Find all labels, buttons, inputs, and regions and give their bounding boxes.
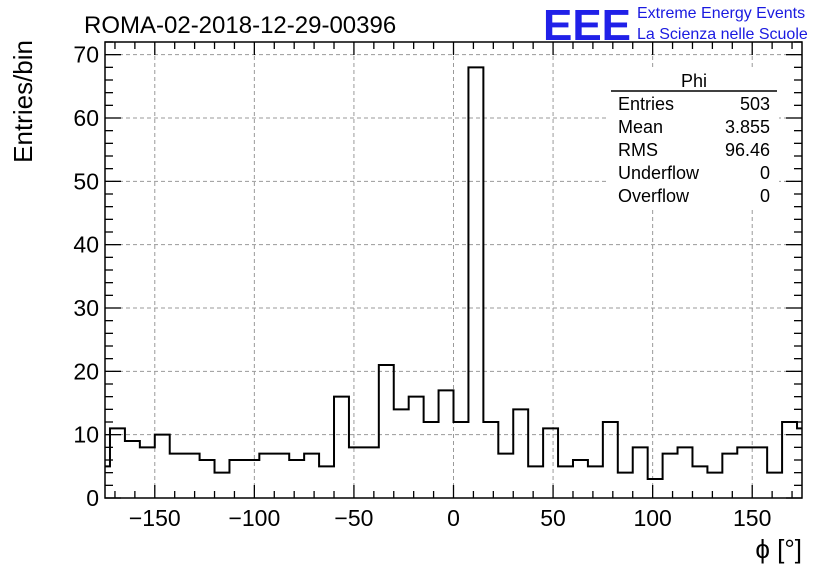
x-tick-label: 50 <box>540 505 566 531</box>
y-tick-label: 30 <box>73 295 99 321</box>
histogram-bin <box>110 428 125 498</box>
stats-rows: Entries 503 Mean 3.855 RMS 96.46 Underflow 0 Ove… <box>618 94 770 206</box>
x-tick-label: 0 <box>447 505 460 531</box>
histogram-bin <box>722 454 737 498</box>
stats-row-label: Entries <box>618 94 674 114</box>
histogram-bin <box>215 473 230 498</box>
y-tick-label: 70 <box>73 42 99 68</box>
histogram-bin <box>737 447 752 498</box>
chart-title: ROMA-02-2018-12-29-00396 <box>84 12 396 39</box>
eee-logo-mark: EEE <box>543 1 631 50</box>
histogram-bin <box>767 473 782 498</box>
stats-box: Phi Entries 503 Mean 3.855 RMS 96.46 Underflow… <box>609 68 779 208</box>
x-tick-label: −100 <box>228 505 280 531</box>
histogram-bin <box>439 390 454 498</box>
histogram-bin <box>155 435 170 498</box>
histogram-bin <box>678 447 693 498</box>
y-tick-label: 50 <box>73 168 99 194</box>
logo-line-1: Extreme Energy Events <box>637 5 805 22</box>
y-tick-label: 60 <box>73 105 99 131</box>
histogram-bin <box>573 460 588 498</box>
histogram-bin <box>170 454 185 498</box>
histogram-bin <box>454 422 469 498</box>
stats-row-value: 0 <box>760 163 770 183</box>
histogram-bin <box>603 422 618 498</box>
histogram-bin <box>648 479 663 498</box>
x-tick-label: −150 <box>129 505 181 531</box>
x-tick-label: 150 <box>733 505 771 531</box>
stats-row-value: 503 <box>740 94 770 114</box>
histogram-bin <box>185 454 200 498</box>
stats-row-value: 96.46 <box>725 140 770 160</box>
y-tick-label: 10 <box>73 422 99 448</box>
histogram-bin <box>483 422 498 498</box>
histogram-bin <box>633 447 648 498</box>
histogram-bin <box>304 454 319 498</box>
histogram-bin <box>259 454 274 498</box>
y-tick-label: 20 <box>73 358 99 384</box>
histogram-bin <box>319 466 334 498</box>
x-tick-label: −50 <box>334 505 373 531</box>
histogram-bin <box>244 460 259 498</box>
histogram-bin <box>498 454 513 498</box>
histogram-bin <box>528 466 543 498</box>
stats-row-label: Overflow <box>618 186 690 206</box>
histogram-bin <box>588 466 603 498</box>
histogram-bars <box>105 66 802 498</box>
stats-row-label: RMS <box>618 140 658 160</box>
histogram-bin <box>229 460 244 498</box>
histogram-bin <box>125 441 140 498</box>
histogram-bin <box>663 454 678 498</box>
stats-title: Phi <box>681 71 707 91</box>
histogram-bin <box>140 447 155 498</box>
histogram-bin <box>618 473 633 498</box>
eee-logo: EEE Extreme Energy Events La Scienza nel… <box>543 1 808 50</box>
x-axis-label: ϕ [°] <box>755 534 802 564</box>
histogram-bin <box>558 466 573 498</box>
axis-ticks <box>105 41 802 499</box>
y-tick-labels: 0 10 20 30 40 50 60 70 <box>73 42 99 511</box>
histogram-outline <box>105 66 802 480</box>
stats-row-value: 0 <box>760 186 770 206</box>
histogram-bin <box>394 409 409 498</box>
histogram-bin <box>274 454 289 498</box>
y-tick-label: 40 <box>73 232 99 258</box>
stats-row-value: 3.855 <box>725 117 770 137</box>
histogram-bin <box>349 447 364 498</box>
histogram-bin <box>707 473 722 498</box>
x-tick-labels: −150 −100 −50 0 50 100 150 <box>129 505 772 531</box>
histogram-bin <box>409 397 424 498</box>
histogram-bin <box>543 428 558 498</box>
y-axis-label: Entries/bin <box>8 40 38 163</box>
histogram-bin <box>692 466 707 498</box>
histogram-bin <box>424 422 439 498</box>
histogram-bin <box>513 409 528 498</box>
histogram-bin <box>752 447 767 498</box>
histogram-bin <box>334 397 349 498</box>
x-tick-label: 100 <box>633 505 671 531</box>
histogram-bin <box>200 460 215 498</box>
y-tick-label: 0 <box>86 485 99 511</box>
histogram-bin <box>468 67 483 498</box>
histogram-bin <box>289 460 304 498</box>
stats-row-label: Underflow <box>618 163 700 183</box>
histogram-bin <box>364 447 379 498</box>
stats-row-label: Mean <box>618 117 663 137</box>
logo-line-2: La Scienza nelle Scuole <box>637 26 808 43</box>
histogram-bin <box>379 365 394 498</box>
